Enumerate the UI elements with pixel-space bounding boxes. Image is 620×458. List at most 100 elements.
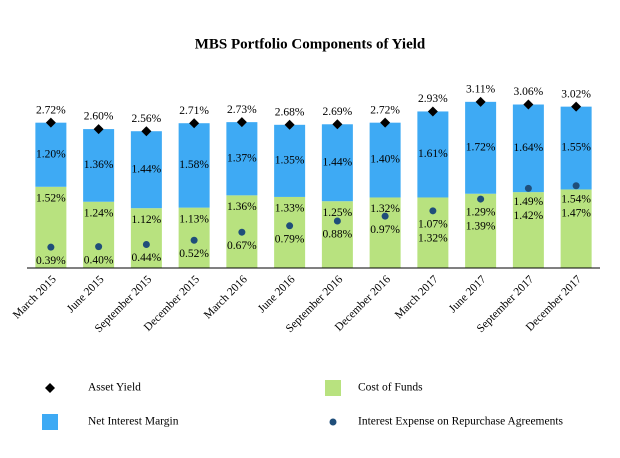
value-label: 1.25% (323, 207, 353, 219)
value-label: 0.52% (179, 248, 209, 260)
value-label: 1.32% (418, 232, 448, 244)
value-label: 2.56% (132, 113, 162, 125)
value-label: 1.49% (514, 196, 544, 208)
bar (226, 122, 258, 196)
bar (560, 106, 592, 190)
repo-marker (381, 212, 389, 220)
value-label: 1.44% (323, 156, 353, 168)
repo-marker (524, 184, 532, 192)
bar (465, 101, 497, 194)
legend-label: Asset Yield (88, 382, 141, 394)
value-label: 1.13% (179, 213, 209, 225)
asset-yield-marker (189, 118, 200, 129)
value-label: 1.37% (227, 152, 257, 164)
value-label: 0.79% (275, 233, 305, 245)
value-label: 2.60% (84, 111, 114, 123)
bar (321, 124, 353, 202)
value-label: 1.12% (132, 214, 162, 226)
legend-label: Interest Expense on Repurchase Agreement… (358, 416, 564, 428)
value-label: 0.88% (323, 229, 353, 241)
legend-swatch (42, 414, 58, 430)
asset-yield-marker (236, 117, 247, 128)
repo-marker (238, 228, 246, 236)
asset-yield-marker (141, 126, 152, 137)
value-label: 1.24% (84, 207, 114, 219)
repo-marker (286, 222, 294, 230)
value-label: 1.32% (370, 203, 400, 215)
value-label: 0.97% (370, 224, 400, 236)
legend-label: Cost of Funds (358, 382, 423, 394)
value-label: 1.35% (275, 155, 305, 167)
value-label: 1.42% (514, 210, 544, 222)
bar (35, 122, 67, 187)
repo-marker (477, 195, 485, 203)
value-label: 1.36% (227, 201, 257, 213)
value-label: 2.68% (275, 106, 305, 118)
value-label: 1.58% (179, 159, 209, 171)
value-label: 1.47% (561, 207, 591, 219)
asset-yield-marker (380, 117, 391, 128)
asset-yield-marker (475, 96, 486, 107)
value-label: 3.06% (514, 86, 544, 98)
repo-marker (429, 207, 437, 215)
asset-yield-marker (93, 124, 104, 135)
bar (83, 201, 115, 268)
value-label: 2.72% (36, 104, 66, 116)
value-label: 1.29% (466, 207, 496, 219)
asset-yield-marker (427, 106, 438, 117)
repo-marker (142, 240, 150, 248)
value-label: 1.33% (275, 203, 305, 215)
value-label: 0.44% (132, 252, 162, 264)
bar (369, 197, 401, 268)
bar (369, 122, 401, 198)
value-label: 1.54% (561, 193, 591, 205)
bar (83, 129, 115, 202)
repo-marker (572, 182, 580, 190)
value-label: 2.93% (418, 93, 448, 105)
bar (274, 124, 306, 197)
value-label: 1.64% (514, 142, 544, 154)
bar (321, 201, 353, 268)
repo-marker (333, 217, 341, 225)
asset-yield-marker (523, 99, 534, 110)
value-label: 1.52% (36, 192, 66, 204)
asset-yield-marker (332, 119, 343, 130)
value-label: 2.72% (370, 104, 400, 116)
asset-yield-marker (571, 101, 582, 112)
value-label: 3.11% (466, 83, 496, 95)
legend-swatch (325, 380, 341, 396)
bar (274, 196, 306, 268)
value-label: 1.39% (466, 221, 496, 233)
legend-swatch (45, 383, 55, 393)
value-label: 0.67% (227, 240, 257, 252)
value-label: 1.55% (561, 142, 591, 154)
value-label: 1.07% (418, 218, 448, 230)
bar (35, 186, 67, 268)
bar (130, 208, 162, 268)
legend-swatch (329, 418, 337, 426)
value-label: 2.69% (323, 106, 353, 118)
value-label: 1.72% (466, 141, 496, 153)
bar (512, 104, 544, 193)
value-label: 1.20% (36, 148, 66, 160)
asset-yield-marker (45, 117, 56, 128)
repo-marker (190, 236, 198, 244)
asset-yield-marker (284, 119, 295, 130)
value-label: 1.40% (370, 154, 400, 166)
value-label: 2.71% (179, 105, 209, 117)
value-label: 1.44% (132, 163, 162, 175)
value-label: 0.40% (84, 254, 114, 266)
repo-marker (47, 243, 55, 251)
bar (130, 131, 162, 209)
bar (417, 111, 449, 198)
legend-label: Net Interest Margin (88, 416, 179, 428)
bar (512, 192, 544, 268)
value-label: 0.39% (36, 255, 66, 267)
bar (465, 193, 497, 268)
bar (178, 123, 210, 208)
repo-marker (95, 243, 103, 251)
value-label: 1.61% (418, 148, 448, 160)
chart-title: MBS Portfolio Components of Yield (195, 36, 426, 52)
value-label: 2.73% (227, 104, 257, 116)
